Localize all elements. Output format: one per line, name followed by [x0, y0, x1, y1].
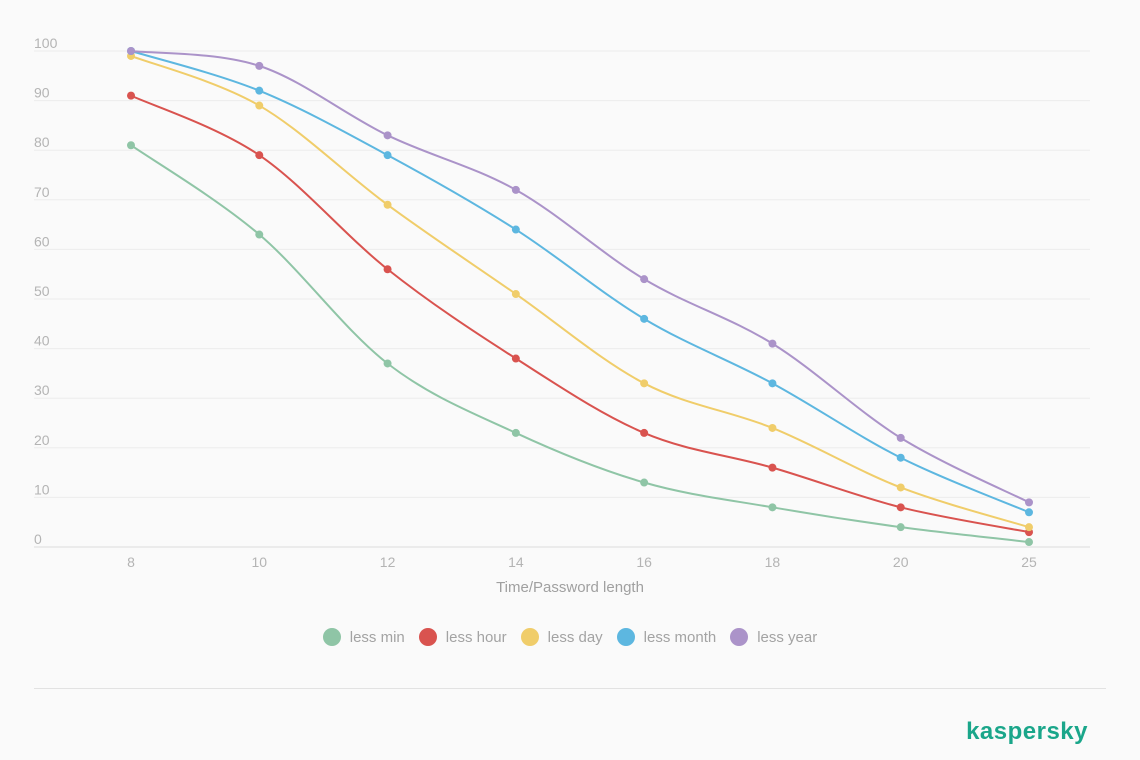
data-point	[640, 275, 649, 284]
series-less-min	[127, 141, 1033, 547]
x-tick-label: 10	[251, 554, 267, 570]
data-point	[127, 91, 135, 100]
legend-swatch	[616, 628, 635, 646]
y-tick-label: 50	[34, 283, 50, 299]
data-point	[1025, 538, 1033, 547]
legend-item: less hour	[418, 628, 507, 646]
data-point	[255, 230, 264, 239]
legend-label: less day	[547, 628, 603, 646]
data-point	[255, 86, 264, 95]
data-point	[383, 265, 392, 274]
legend-label: less hour	[445, 628, 507, 646]
x-axis-title: Time/Password length	[496, 579, 644, 596]
y-tick-label: 90	[34, 85, 50, 101]
x-tick-label: 12	[380, 554, 396, 570]
legend-swatch	[322, 628, 341, 646]
series-less-year	[127, 47, 1033, 507]
data-point	[896, 523, 905, 532]
legend: less min less hour less day less month less …	[0, 628, 1140, 646]
x-tick-label: 20	[893, 554, 909, 570]
data-point	[383, 131, 392, 140]
data-point	[511, 354, 520, 363]
y-tick-label: 0	[34, 531, 42, 547]
legend-label: less month	[643, 628, 717, 646]
data-point	[640, 478, 649, 487]
data-point	[1025, 498, 1033, 507]
data-point	[1025, 508, 1033, 517]
data-point	[1025, 523, 1033, 532]
legend-item: less month	[616, 628, 717, 646]
series-line	[130, 144, 1030, 544]
data-point	[896, 483, 905, 492]
y-tick-label: 40	[34, 333, 50, 349]
x-tick-label: 14	[508, 554, 524, 570]
data-point	[255, 151, 264, 160]
x-tick-label: 8	[127, 554, 135, 570]
data-point	[255, 101, 264, 110]
footer-divider	[34, 688, 1106, 689]
data-point	[768, 379, 777, 388]
series-less-month	[127, 47, 1033, 517]
x-tick-label: 25	[1021, 554, 1037, 570]
legend-label: less year	[757, 628, 818, 646]
legend-swatch	[418, 628, 437, 646]
legend-swatch	[730, 628, 749, 646]
line-chart: 0 10 20 30 40 50 60 70 80 90 100 8 10 12 14 16 18 20 25 T…	[34, 35, 1090, 596]
legend-item: less day	[520, 628, 603, 646]
series-layer	[127, 47, 1033, 547]
data-point	[640, 314, 649, 323]
data-point	[511, 185, 520, 194]
data-point	[640, 379, 649, 388]
kaspersky-logo: kaspersky	[966, 718, 1088, 745]
y-tick-label: 100	[34, 35, 58, 51]
data-point	[383, 359, 392, 368]
x-tick-label: 16	[636, 554, 652, 570]
data-point	[768, 339, 777, 348]
y-tick-label: 80	[34, 134, 50, 150]
data-point	[768, 503, 777, 512]
x-tick-label: 18	[765, 554, 781, 570]
data-point	[255, 61, 264, 70]
data-point	[640, 428, 649, 437]
data-point	[127, 141, 135, 150]
data-point	[511, 225, 520, 234]
data-point	[896, 453, 905, 462]
data-point	[383, 151, 392, 160]
data-point	[896, 503, 905, 512]
legend-item: less year	[730, 628, 817, 646]
legend-item: less min	[322, 628, 405, 646]
data-point	[511, 428, 520, 437]
y-tick-label: 10	[34, 481, 50, 497]
series-line	[130, 50, 1030, 504]
y-tick-label: 30	[34, 382, 50, 398]
data-point	[127, 47, 135, 55]
series-line	[130, 50, 1030, 514]
legend-swatch	[520, 628, 539, 646]
x-axis: 8 10 12 14 16 18 20 25	[127, 554, 1037, 570]
data-point	[768, 463, 777, 472]
y-tick-label: 70	[34, 184, 50, 200]
series-line	[130, 94, 1030, 534]
data-point	[896, 433, 905, 442]
y-tick-label: 20	[34, 432, 50, 448]
grid-layer: 0 10 20 30 40 50 60 70 80 90 100	[34, 35, 1090, 548]
series-less-hour	[127, 91, 1033, 537]
series-line	[130, 55, 1030, 529]
y-tick-label: 60	[34, 233, 50, 249]
data-point	[511, 290, 520, 299]
legend-label: less min	[349, 628, 405, 646]
data-point	[383, 200, 392, 209]
data-point	[768, 423, 777, 432]
